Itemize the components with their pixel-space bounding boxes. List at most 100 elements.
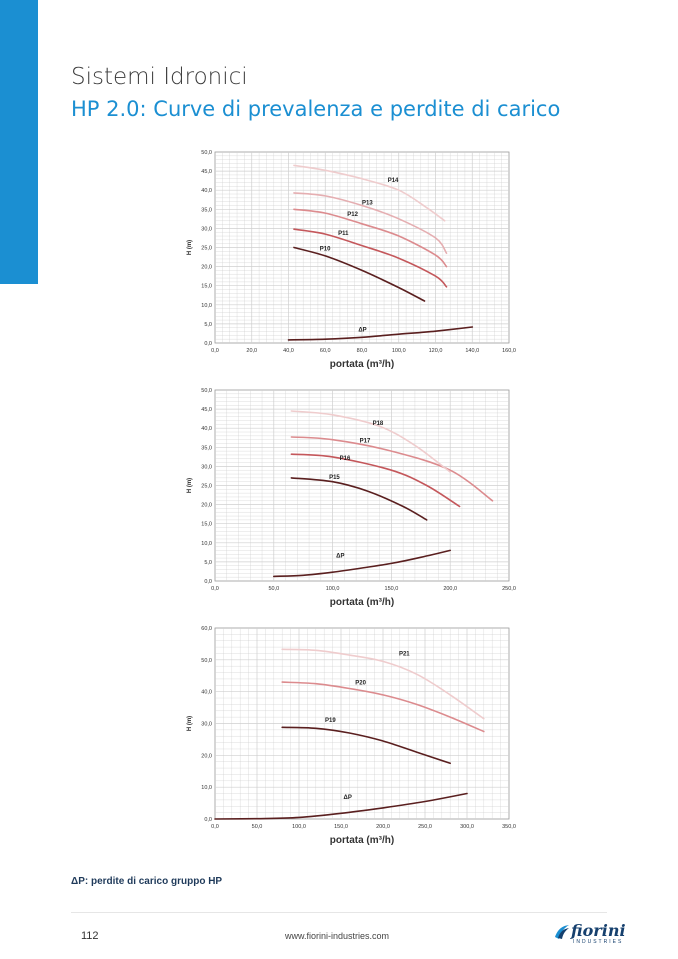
y-tick-label: 50,0	[201, 150, 212, 156]
y-axis-label: H (m)	[187, 240, 193, 255]
series-label-P17: P17	[360, 439, 371, 445]
y-tick-label: 20,0	[201, 265, 212, 271]
y-tick-label: 15,0	[201, 522, 212, 528]
series-line-P21	[281, 648, 485, 720]
y-tick-label: 20,0	[201, 753, 212, 759]
page-title: Sistemi Idronici	[71, 64, 248, 90]
delta-p-caption: ΔP: perdite di carico gruppo HP	[71, 876, 223, 887]
accent-side-bar	[0, 0, 38, 284]
series-line-P11	[293, 228, 448, 288]
x-tick-label: 40,0	[283, 348, 294, 354]
series-line-P14	[293, 164, 446, 222]
y-tick-label: 0,0	[204, 579, 212, 585]
series-label-P12: P12	[347, 212, 358, 218]
series-label-P18: P18	[373, 421, 384, 427]
series-line-P17	[290, 436, 494, 502]
series-label-ΔP: ΔP	[336, 554, 344, 560]
x-tick-label: 200,0	[443, 586, 457, 592]
x-tick-label: 100,0	[392, 348, 406, 354]
x-tick-label: 150,0	[334, 824, 348, 830]
y-tick-label: 45,0	[201, 169, 212, 175]
x-tick-label: 300,0	[460, 824, 474, 830]
series-line-P10	[293, 246, 426, 302]
series-label-P19: P19	[325, 718, 336, 724]
series-label-ΔP: ΔP	[358, 328, 366, 334]
website-url[interactable]: www.fiorini-industries.com	[285, 931, 390, 941]
y-tick-label: 35,0	[201, 207, 212, 213]
fiorini-logo-mark-icon	[555, 925, 569, 939]
x-tick-label: 160,0	[502, 348, 516, 354]
x-tick-label: 0,0	[211, 824, 219, 830]
series-label-P21: P21	[399, 652, 410, 658]
y-axis-label: H (m)	[187, 716, 193, 731]
series-label-P15: P15	[329, 475, 340, 481]
y-tick-label: 30,0	[201, 464, 212, 470]
chart-3: 0,0 50,0 100,0 150,0 200,0 250,0 300,0 350,0 0,0…	[187, 626, 516, 846]
logo-wordmark: fiorini	[571, 921, 626, 940]
x-axis-label: portata (m³/h)	[330, 359, 394, 370]
y-tick-label: 25,0	[201, 484, 212, 490]
footer-divider	[71, 912, 607, 913]
chart-1: 0,0 20,0 40,0 60,0 80,0 100,0 120,0 140,0 160,0 0…	[187, 150, 516, 370]
y-tick-label: 60,0	[201, 626, 212, 632]
x-axis-label: portata (m³/h)	[330, 835, 394, 846]
x-tick-label: 140,0	[465, 348, 479, 354]
x-tick-label: 50,0	[268, 586, 279, 592]
x-tick-label: 80,0	[357, 348, 368, 354]
y-tick-label: 25,0	[201, 246, 212, 252]
series-line-P13	[293, 192, 448, 254]
y-tick-label: 50,0	[201, 388, 212, 394]
x-tick-label: 100,0	[326, 586, 340, 592]
series-line-P15	[290, 477, 428, 521]
y-tick-label: 40,0	[201, 690, 212, 696]
series-label-P10: P10	[320, 247, 331, 253]
page-number: 112	[81, 930, 99, 942]
series-line-P16	[290, 453, 461, 508]
x-tick-label: 20,0	[246, 348, 257, 354]
series-line-P12	[293, 208, 448, 268]
y-tick-label: 45,0	[201, 407, 212, 413]
y-tick-label: 50,0	[201, 658, 212, 664]
y-tick-label: 30,0	[201, 226, 212, 232]
x-tick-label: 250,0	[418, 824, 432, 830]
x-tick-label: 60,0	[320, 348, 331, 354]
series-label-P13: P13	[362, 200, 373, 206]
x-tick-label: 150,0	[385, 586, 399, 592]
chart-2: 0,0 50,0 100,0 150,0 200,0 250,0 0,0 5,0 10,0 15,…	[187, 388, 516, 608]
y-tick-label: 40,0	[201, 188, 212, 194]
x-axis-label: portata (m³/h)	[330, 597, 394, 608]
y-tick-label: 10,0	[201, 541, 212, 547]
x-tick-label: 350,0	[502, 824, 516, 830]
x-tick-label: 100,0	[292, 824, 306, 830]
series-line-ΔP	[214, 792, 468, 820]
x-tick-label: 200,0	[376, 824, 390, 830]
y-tick-label: 5,0	[204, 322, 212, 328]
y-tick-label: 10,0	[201, 785, 212, 791]
y-tick-label: 10,0	[201, 303, 212, 309]
x-tick-label: 120,0	[429, 348, 443, 354]
x-tick-label: 250,0	[502, 586, 516, 592]
series-label-P16: P16	[340, 456, 351, 462]
y-tick-label: 20,0	[201, 503, 212, 509]
x-tick-label: 50,0	[252, 824, 263, 830]
y-tick-label: 0,0	[204, 341, 212, 347]
series-line-P19	[281, 726, 451, 765]
series-label-P14: P14	[388, 178, 399, 184]
series-line-ΔP	[287, 326, 474, 341]
x-tick-label: 0,0	[211, 348, 219, 354]
y-tick-label: 40,0	[201, 426, 212, 432]
y-tick-label: 15,0	[201, 284, 212, 290]
y-tick-label: 0,0	[204, 817, 212, 823]
y-tick-label: 5,0	[204, 560, 212, 566]
charts-canvas: 0,0 20,0 40,0 60,0 80,0 100,0 120,0 140,0 160,0 0…	[187, 150, 516, 846]
series-label-P11: P11	[338, 231, 349, 237]
page-subtitle: HP 2.0: Curve di prevalenza e perdite di…	[71, 97, 561, 121]
y-axis-label: H (m)	[187, 478, 193, 493]
x-tick-label: 0,0	[211, 586, 219, 592]
logo-subtext: INDUSTRIES	[573, 939, 624, 945]
series-line-P20	[281, 681, 485, 733]
series-label-P20: P20	[355, 681, 366, 687]
series-label-ΔP: ΔP	[344, 795, 352, 801]
series-line-P18	[290, 410, 451, 473]
series-line-ΔP	[273, 549, 451, 578]
